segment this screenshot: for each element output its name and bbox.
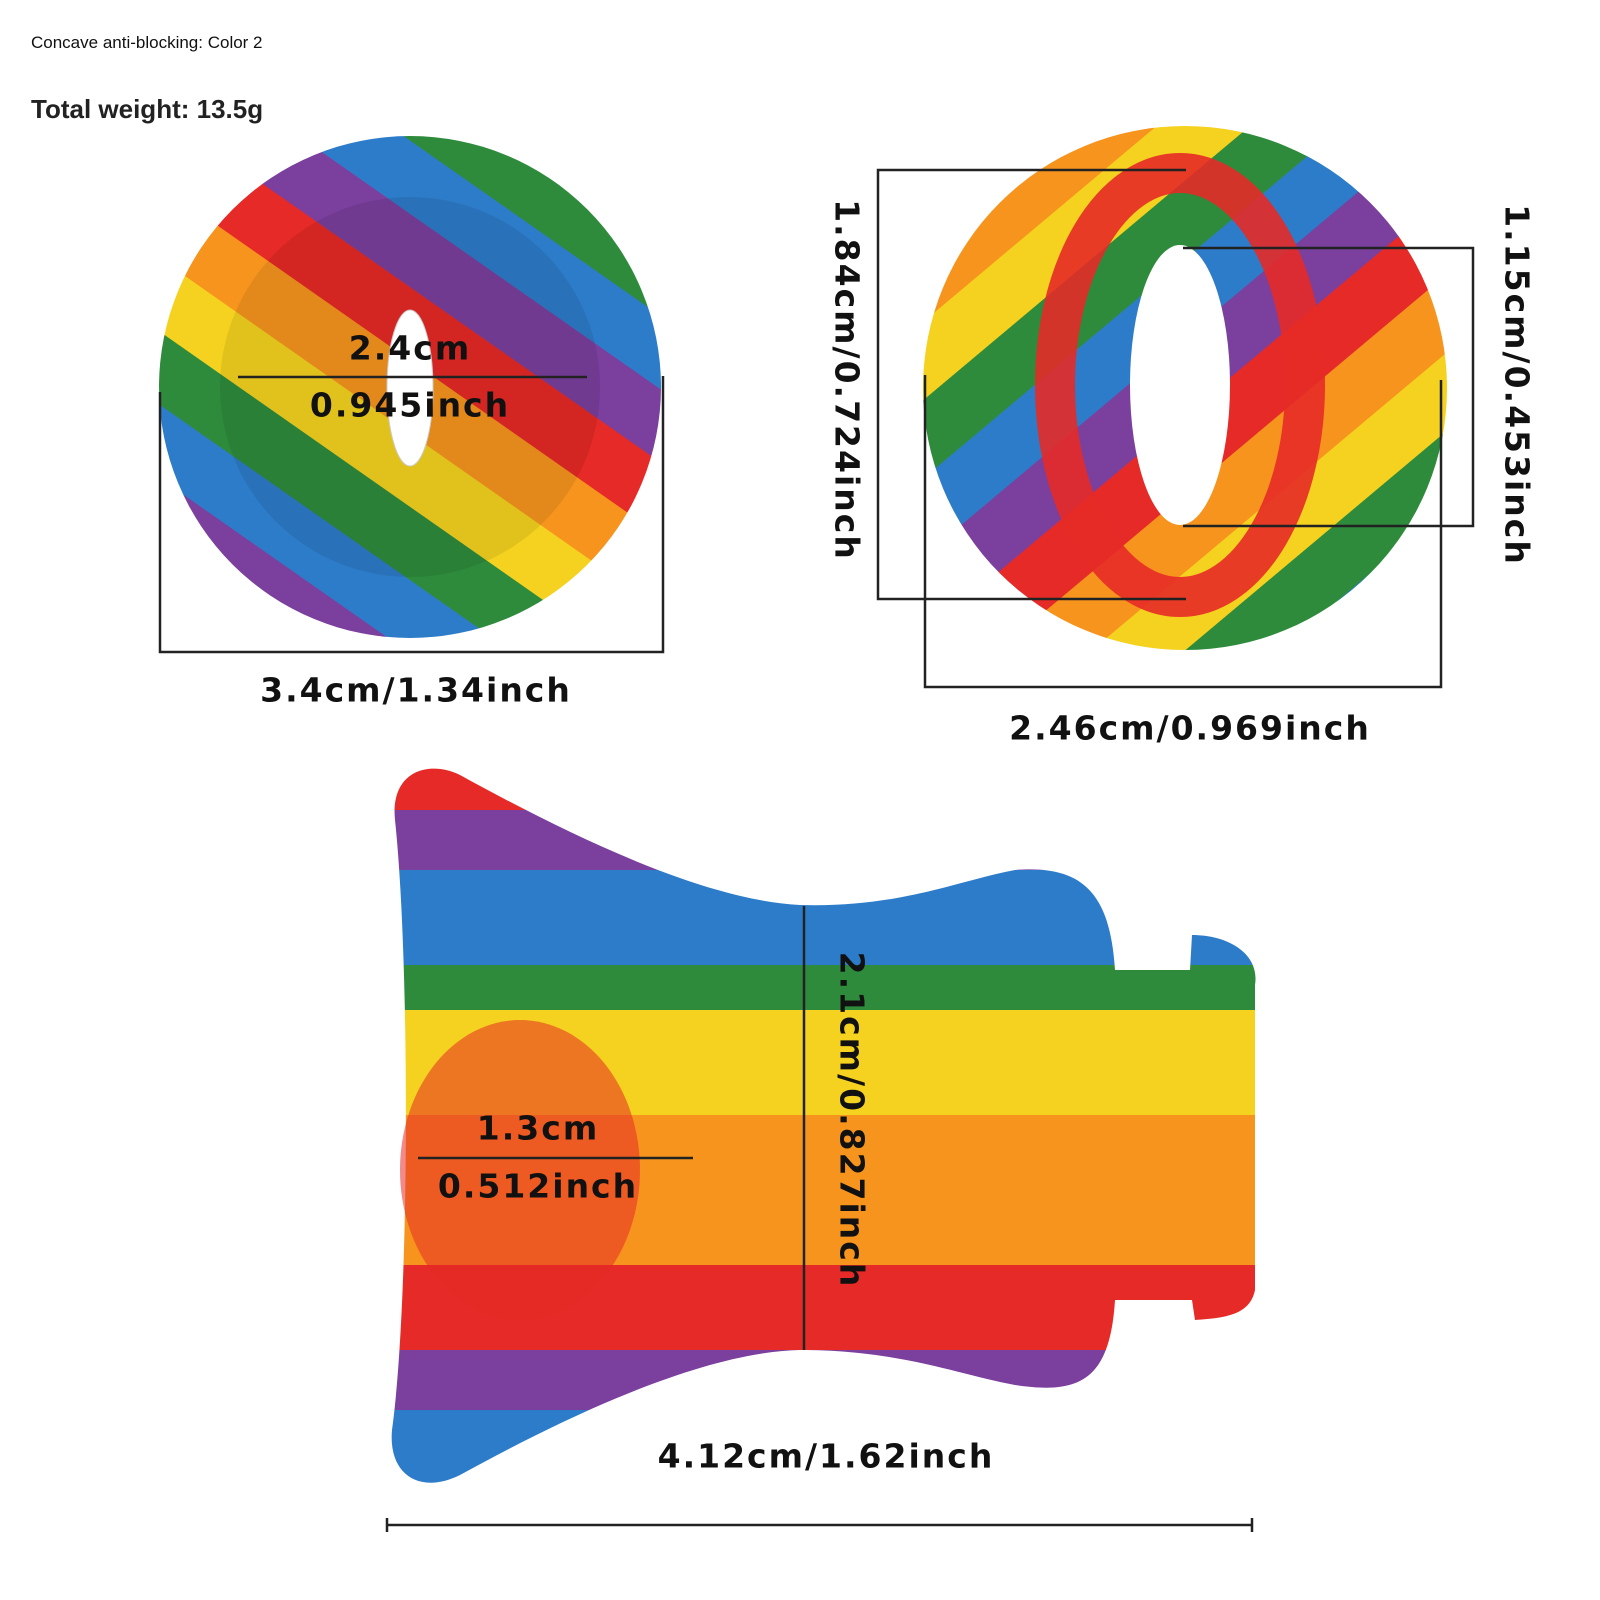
dimension-label: 2.46cm/0.969inch [1009,709,1371,748]
dimension-bracket [923,375,1443,689]
dimension-label: 2.4cm [349,329,471,368]
profile-opening [400,1020,640,1320]
variant-label: Concave anti-blocking: Color 2 [31,33,263,52]
side-rim [1035,153,1325,617]
dimension-bracket [876,168,1186,601]
weight-label: Total weight: 13.5g [31,94,263,124]
dimension-label: 3.4cm/1.34inch [260,671,572,710]
front-hole [386,309,434,467]
dimension-label: 0.512inch [438,1167,638,1206]
dimension-bracket [158,376,665,654]
dimension-label: 4.12cm/1.62inch [658,1437,995,1476]
side-hole [1130,245,1230,525]
dimension-label: 2.1cm/0.827inch [833,952,872,1289]
dimension-label: 1.15cm/0.453inch [1498,204,1537,566]
profile-body [391,768,1256,1483]
dimension-label: 0.945inch [310,386,510,425]
dimension-bracket [1183,246,1475,528]
dimension-label: 1.84cm/0.724inch [828,199,867,561]
dimension-label: 1.3cm [477,1109,599,1148]
